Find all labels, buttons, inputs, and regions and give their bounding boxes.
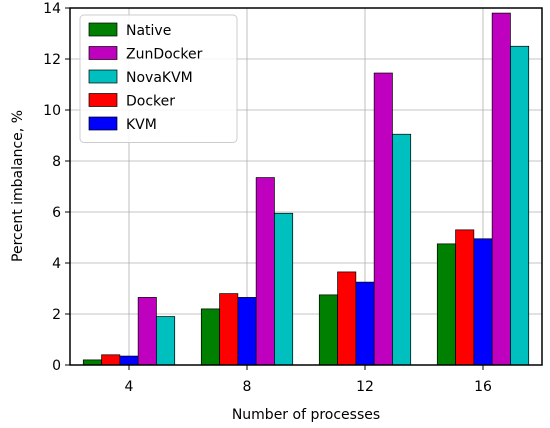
y-tick-label: 6	[52, 205, 61, 221]
legend-swatch-docker	[88, 93, 118, 107]
bar-novakvm-12	[392, 133, 412, 366]
bar-docker-12	[337, 271, 357, 366]
bar-docker-4	[101, 354, 121, 366]
bar-docker-16	[455, 229, 475, 366]
bar-kvm-8	[237, 297, 257, 366]
bars	[82, 12, 530, 366]
bar-kvm-12	[355, 281, 375, 366]
y-tick-label: 0	[52, 358, 61, 374]
bar-novakvm-8	[274, 212, 294, 366]
x-tick-label: 8	[243, 379, 252, 395]
y-tick-label: 2	[52, 307, 61, 323]
x-tick-label: 12	[356, 379, 374, 395]
y-tick-label: 12	[43, 52, 61, 68]
bar-zundocker-8	[255, 177, 275, 366]
x-tick-label: 4	[125, 379, 134, 395]
bar-native-16	[436, 243, 456, 366]
bar-native-12	[318, 294, 338, 366]
legend: Native ZunDocker NovaKVM Docker KVM	[79, 14, 238, 143]
bar-docker-8	[219, 293, 239, 366]
bar-novakvm-4	[156, 316, 176, 366]
legend-swatch-novakvm	[88, 69, 118, 84]
legend-label-novakvm: NovaKVM	[126, 70, 193, 86]
x-tick-label: 16	[474, 379, 492, 395]
y-axis-title: Percent imbalance, %	[10, 110, 26, 262]
x-axis-title: Number of processes	[232, 407, 380, 423]
bar-kvm-4	[119, 355, 139, 366]
legend-swatch-zundocker	[88, 46, 118, 60]
y-tick-label: 4	[52, 256, 61, 272]
y-tick-label: 8	[52, 154, 61, 170]
legend-label-kvm: KVM	[126, 117, 157, 133]
y-tick-label: 10	[43, 103, 61, 119]
bar-zundocker-12	[373, 72, 393, 366]
legend-swatch-native	[88, 22, 118, 37]
bar-zundocker-4	[137, 297, 157, 366]
y-tick-label: 14	[43, 1, 61, 17]
legend-box	[79, 14, 238, 143]
plot-frame	[69, 7, 543, 366]
legend-label-zundocker: ZunDocker	[126, 47, 203, 63]
legend-label-docker: Docker	[126, 94, 175, 110]
bar-zundocker-16	[491, 12, 511, 366]
legend-label-native: Native	[126, 23, 171, 39]
bar-native-8	[200, 308, 220, 366]
axes: 0 2 4 6 8 10 12 14 4 8 12 16	[43, 1, 492, 395]
legend-swatch-kvm	[88, 116, 118, 131]
bar-kvm-16	[473, 238, 493, 366]
bar-novakvm-16	[510, 45, 530, 366]
bar-native-4	[82, 359, 102, 366]
